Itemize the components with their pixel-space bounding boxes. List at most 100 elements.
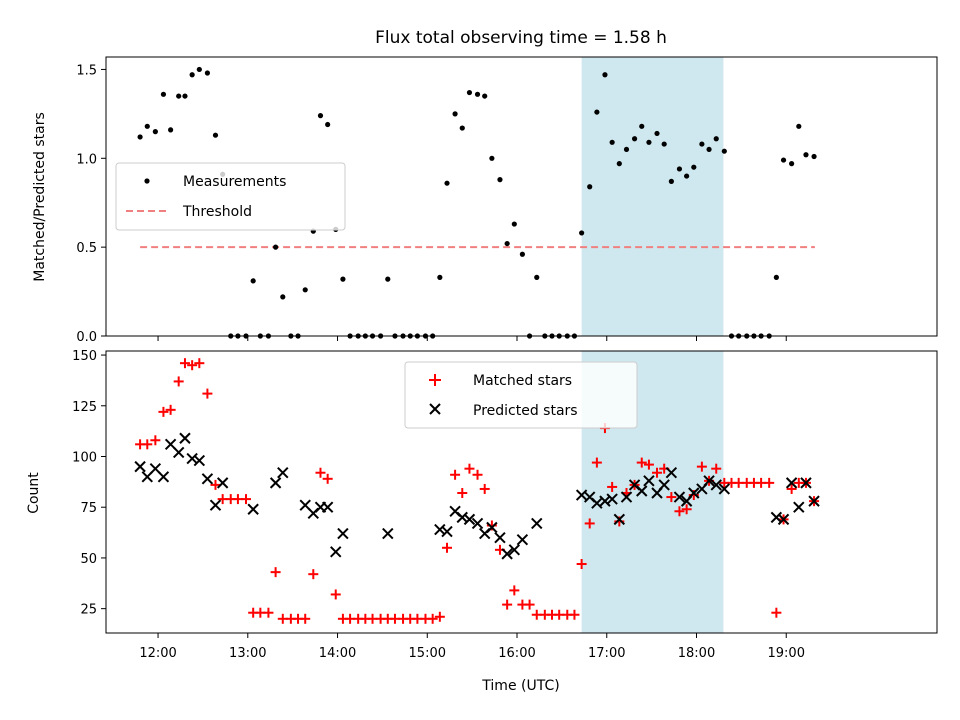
matched-star-point — [457, 488, 468, 499]
measurement-point — [780, 157, 787, 163]
predicted-star-point — [808, 495, 820, 507]
measurement-point — [616, 161, 622, 167]
matched-star-point — [569, 609, 580, 620]
predicted-legend-label: Predicted stars — [473, 403, 578, 419]
measurement-point — [273, 244, 279, 250]
measurement-point — [168, 127, 174, 133]
x-axis-label: Time (UTC) — [481, 678, 559, 694]
matched-star-point — [764, 477, 775, 488]
measurement-point — [325, 121, 331, 128]
predicted-star-point — [172, 446, 185, 459]
measurement-point — [691, 164, 697, 170]
matched-star-point — [300, 613, 311, 624]
matched-star-point — [240, 494, 251, 505]
matched-star-point — [315, 467, 326, 478]
matched-star-point — [308, 569, 319, 580]
matched-star-point — [472, 469, 483, 480]
predicted-star-point — [658, 479, 670, 491]
matched-star-point — [464, 463, 475, 474]
matched-star-point — [502, 599, 513, 610]
predicted-star-point — [785, 477, 798, 489]
y-tick-label: 150 — [72, 349, 97, 364]
measurements-legend-label: Measurements — [183, 174, 286, 190]
measurement-point — [212, 132, 219, 138]
matched-star-point — [330, 589, 341, 600]
x-tick-label: 15:00 — [409, 646, 446, 661]
x-tick-label: 19:00 — [768, 646, 805, 661]
matched-star-point — [636, 457, 647, 468]
matched-star-point — [509, 585, 520, 596]
predicted-star-point — [201, 473, 214, 485]
matched-star-point — [681, 504, 692, 515]
measurement-point — [796, 123, 802, 129]
measurement-point — [602, 72, 608, 78]
measurement-point — [204, 70, 211, 76]
count-legend: Matched stars Predicted stars — [404, 361, 638, 429]
measurement-point — [511, 221, 517, 227]
matched-star-point — [584, 518, 595, 529]
x-tick-label: 13:00 — [229, 646, 266, 661]
measurement-point — [459, 125, 465, 131]
measurement-point — [631, 136, 638, 142]
predicted-star-point — [269, 477, 282, 489]
measurement-point — [504, 240, 510, 247]
matched-star-point — [165, 404, 176, 415]
predicted-star-point — [456, 511, 468, 524]
measurement-point — [385, 276, 391, 282]
predicted-star-point — [793, 501, 805, 513]
ratio-y-ticks: 0.0 0.5 1.0 1.5 — [76, 63, 106, 345]
predicted-star-point — [800, 477, 812, 489]
matched-star-point — [786, 483, 797, 494]
matched-star-point — [666, 492, 677, 503]
measurement-point — [137, 134, 143, 140]
matched-star-point — [194, 358, 205, 369]
matched-star-point — [322, 473, 333, 484]
matched-star-point — [150, 435, 161, 446]
predicted-star-point — [463, 513, 476, 526]
measurement-point — [594, 109, 600, 115]
matched-star-point — [187, 360, 198, 371]
predicted-star-point — [321, 501, 334, 513]
measurement-point — [721, 148, 727, 154]
predicted-star-point — [591, 497, 603, 509]
measurement-point — [654, 130, 660, 137]
measurement-point — [789, 161, 795, 167]
ratio-legend: Measurements Threshold — [115, 162, 346, 231]
measurement-point — [713, 136, 719, 142]
measurement-point — [437, 274, 443, 280]
predicted-star-point — [216, 477, 229, 489]
matched-legend-marker — [429, 374, 441, 386]
observing-window-shade-top — [581, 57, 724, 336]
matched-star-point — [652, 467, 663, 478]
predicted-star-point — [193, 454, 206, 467]
measurement-point — [452, 111, 458, 117]
measurement-point — [579, 230, 585, 236]
measurement-point — [609, 139, 615, 145]
measurement-point — [280, 294, 286, 300]
x-tick-label: 16:00 — [498, 646, 535, 661]
measurement-point — [639, 123, 645, 129]
predicted-star-point — [777, 513, 790, 526]
predicted-star-point — [441, 525, 453, 538]
predicted-star-point — [613, 513, 626, 526]
measurement-point — [189, 72, 195, 78]
predicted-star-point — [531, 517, 543, 530]
predicted-star-point — [710, 479, 722, 491]
y-tick-label: 0.0 — [76, 330, 97, 345]
predicted-star-point — [209, 499, 222, 511]
predicted-star-point — [665, 467, 678, 479]
x-tick-label: 17:00 — [588, 646, 625, 661]
x-tick-label: 12:00 — [139, 646, 176, 661]
measurement-point — [803, 152, 809, 158]
matched-star-point — [442, 542, 453, 553]
predicted-star-point — [277, 467, 289, 479]
matched-star-point — [434, 611, 445, 622]
measurement-point — [182, 93, 188, 99]
measurement-point — [497, 177, 503, 183]
predicted-star-point — [494, 531, 506, 544]
measurement-point — [482, 93, 488, 99]
matched-star-point — [643, 459, 654, 470]
count-y-ticks: 25 50 75 100 125 150 — [72, 349, 106, 618]
measurement-point — [661, 141, 667, 147]
measurement-point — [699, 141, 705, 147]
